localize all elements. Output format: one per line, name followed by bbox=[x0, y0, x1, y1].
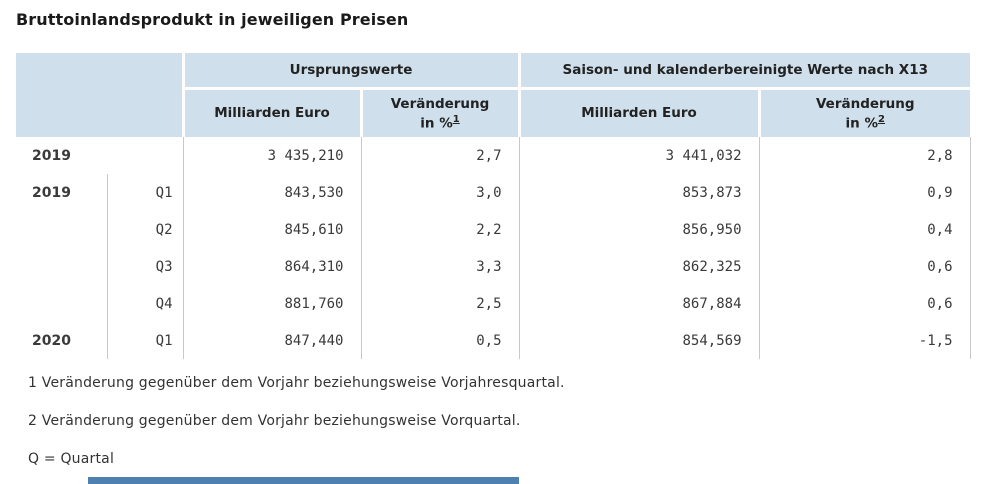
footnote-link-2[interactable]: 2 bbox=[878, 113, 885, 125]
ursprung-mrd-cell: 881,760 bbox=[182, 285, 361, 322]
group-header-ursprungswerte: Ursprungswerte bbox=[181, 53, 520, 90]
quarter-cell: Q1 bbox=[106, 322, 183, 359]
table-row: Q3 864,310 3,3 862,325 0,6 bbox=[16, 248, 971, 285]
bereinigt-pct-cell: 0,6 bbox=[758, 285, 971, 322]
table-body: 2019 3 435,210 2,7 3 441,032 2,8 2019 Q1… bbox=[16, 137, 971, 359]
ursprung-pct-cell: 2,7 bbox=[360, 137, 520, 174]
table-row: Q2 845,610 2,2 856,950 0,4 bbox=[16, 211, 971, 248]
bereinigt-mrd-cell: 867,884 bbox=[518, 285, 760, 322]
subheader-veraenderung-2-line2: in %2 bbox=[845, 113, 885, 132]
year-cell: 2019 bbox=[16, 174, 107, 211]
table-row: Q4 881,760 2,5 867,884 0,6 bbox=[16, 285, 971, 322]
table-header: Ursprungswerte Saison- und kalenderberei… bbox=[16, 53, 971, 137]
bereinigt-mrd-cell: 856,950 bbox=[518, 211, 760, 248]
page-title: Bruttoinlandsprodukt in jeweiligen Preis… bbox=[16, 10, 409, 29]
subheader-milliarden-euro-2: Milliarden Euro bbox=[517, 88, 760, 137]
table-row: 2019 3 435,210 2,7 3 441,032 2,8 bbox=[16, 137, 971, 174]
bereinigt-pct-cell: 0,4 bbox=[758, 211, 971, 248]
year-cell bbox=[16, 285, 107, 322]
ursprung-mrd-cell: 847,440 bbox=[182, 322, 361, 359]
ursprung-mrd-cell: 3 435,210 bbox=[182, 137, 361, 174]
quarter-cell: Q2 bbox=[106, 211, 183, 248]
quarter-cell: Q3 bbox=[106, 248, 183, 285]
bereinigt-mrd-cell: 853,873 bbox=[518, 174, 760, 211]
quarter-cell: Q1 bbox=[106, 174, 183, 211]
footnote-1: 1 Veränderung gegenüber dem Vorjahr bezi… bbox=[28, 375, 565, 391]
bereinigt-pct-cell: 0,6 bbox=[758, 248, 971, 285]
table-row: 2019 Q1 843,530 3,0 853,873 0,9 bbox=[16, 174, 971, 211]
year-cell bbox=[16, 211, 107, 248]
quarter-cell: Q4 bbox=[106, 285, 183, 322]
ursprung-pct-cell: 3,3 bbox=[360, 248, 520, 285]
footnote-link-1[interactable]: 1 bbox=[452, 113, 460, 125]
year-cell: 2019 bbox=[16, 137, 107, 174]
bottom-accent-bar bbox=[88, 477, 519, 484]
subheader-veraenderung-2: Veränderung in %2 bbox=[757, 88, 971, 137]
ursprung-mrd-cell: 843,530 bbox=[182, 174, 361, 211]
subheader-veraenderung-2-line1: Veränderung bbox=[815, 95, 915, 112]
subheader-veraenderung-1: Veränderung in %1 bbox=[359, 88, 520, 137]
bereinigt-pct-cell: -1,5 bbox=[758, 322, 971, 359]
ursprung-pct-cell: 2,5 bbox=[360, 285, 520, 322]
footnotes-section: 1 Veränderung gegenüber dem Vorjahr bezi… bbox=[28, 375, 995, 467]
ursprung-pct-cell: 3,0 bbox=[360, 174, 520, 211]
bereinigt-mrd-cell: 862,325 bbox=[518, 248, 760, 285]
table-row: 2020 Q1 847,440 0,5 854,569 -1,5 bbox=[16, 322, 971, 359]
ursprung-mrd-cell: 845,610 bbox=[182, 211, 361, 248]
quarter-cell bbox=[107, 137, 183, 174]
subheader-veraenderung-1-line2: in %1 bbox=[420, 113, 460, 132]
header-corner-cell bbox=[16, 53, 185, 137]
ursprung-mrd-cell: 864,310 bbox=[182, 248, 361, 285]
bereinigt-mrd-cell: 3 441,032 bbox=[518, 137, 760, 174]
subheader-veraenderung-1-line1: Veränderung bbox=[390, 95, 490, 112]
gdp-data-table: Ursprungswerte Saison- und kalenderberei… bbox=[16, 53, 971, 359]
ursprung-pct-cell: 0,5 bbox=[360, 322, 520, 359]
quartal-legend: Q = Quartal bbox=[28, 451, 115, 467]
subheader-milliarden-euro-1: Milliarden Euro bbox=[183, 88, 361, 137]
year-cell: 2020 bbox=[16, 322, 107, 359]
footnote-2: 2 Veränderung gegenüber dem Vorjahr bezi… bbox=[28, 413, 521, 429]
year-cell bbox=[16, 248, 107, 285]
bereinigt-pct-cell: 0,9 bbox=[758, 174, 971, 211]
ursprung-pct-cell: 2,2 bbox=[360, 211, 520, 248]
bereinigt-pct-cell: 2,8 bbox=[758, 137, 971, 174]
group-header-bereinigte-werte: Saison- und kalenderbereinigte Werte nac… bbox=[517, 53, 971, 90]
bereinigt-mrd-cell: 854,569 bbox=[518, 322, 760, 359]
